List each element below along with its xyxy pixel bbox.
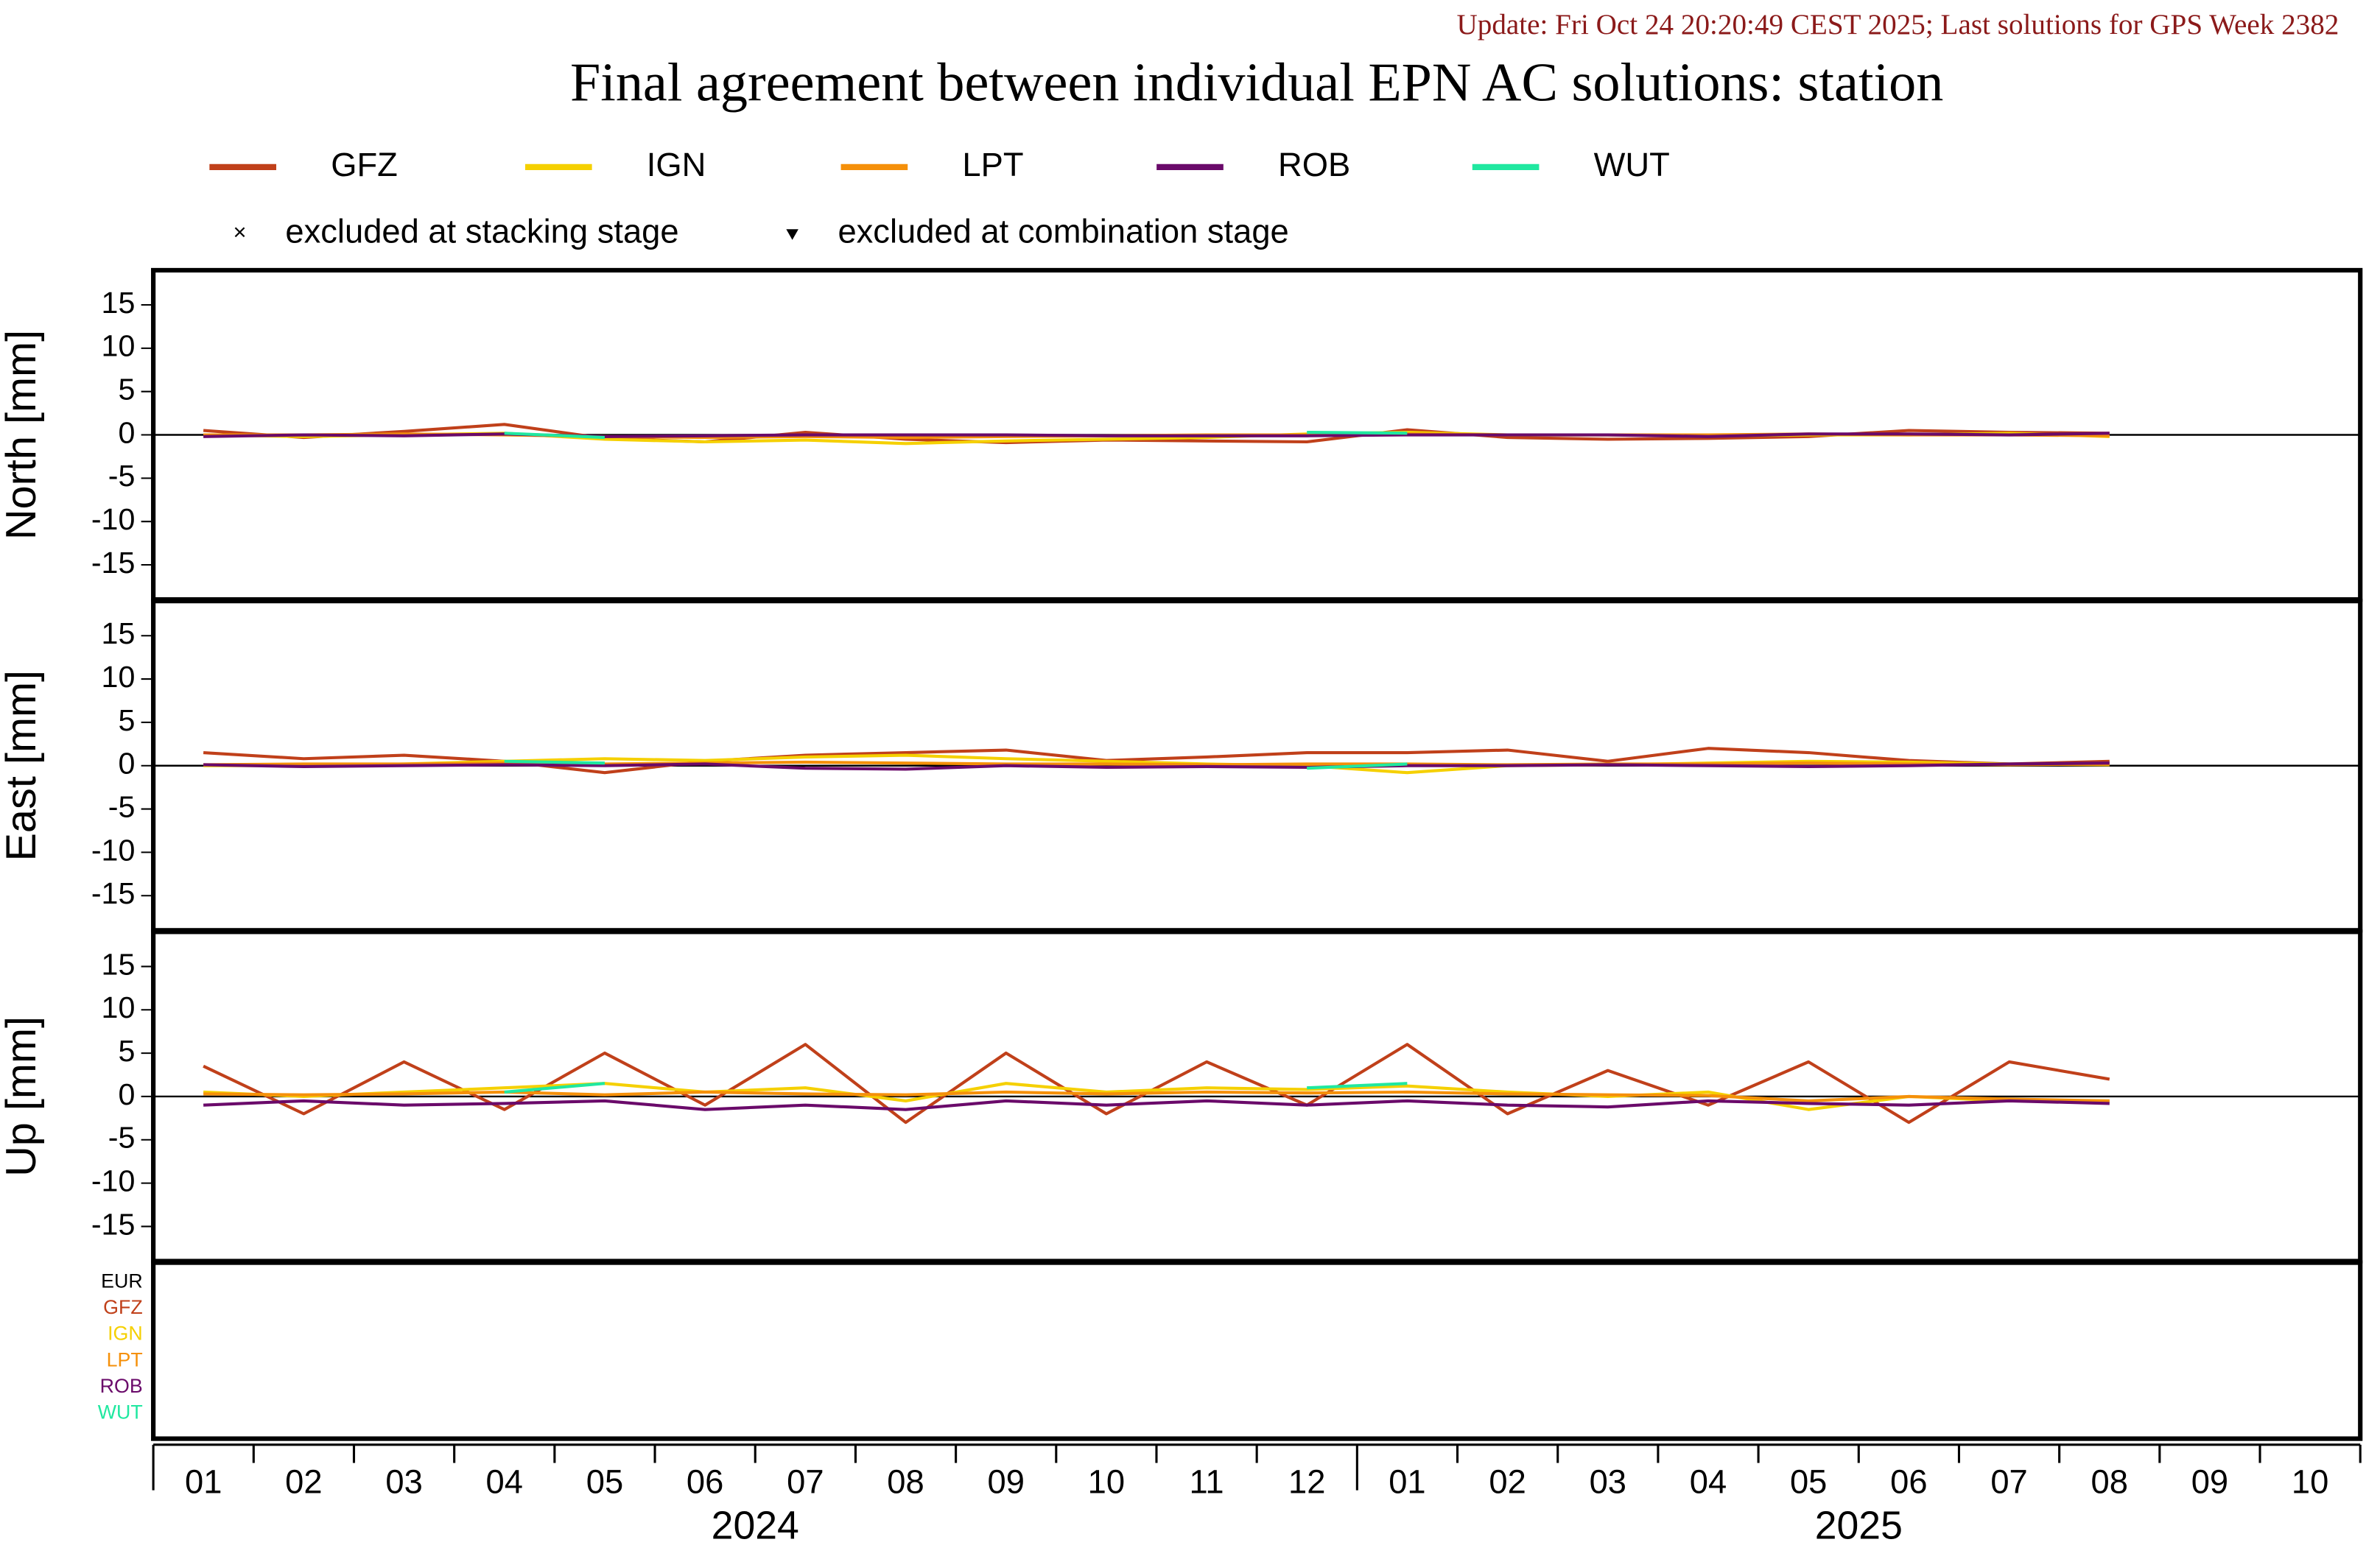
y-tick-label: -15	[91, 876, 136, 910]
legend-label: GFZ	[331, 146, 398, 183]
x-tick-label: 10	[1088, 1463, 1125, 1500]
series-line	[203, 1090, 2110, 1102]
y-tick-label: 5	[118, 373, 135, 407]
x-tick-label: 02	[285, 1463, 322, 1500]
series-line	[203, 760, 2110, 767]
x-tick-label: 02	[1489, 1463, 1526, 1500]
panel-frame	[151, 1260, 2363, 1441]
ac-label: LPT	[107, 1348, 143, 1370]
series-line	[203, 1043, 2110, 1125]
ac-label: ROB	[100, 1375, 143, 1397]
x-tick-label: 05	[586, 1463, 623, 1500]
x-tick-label: 04	[1690, 1463, 1727, 1500]
x-tick-label: 10	[2292, 1463, 2328, 1500]
y-tick-label: 15	[102, 947, 136, 981]
y-tick-label: 0	[118, 747, 135, 781]
ac-label: GFZ	[103, 1296, 143, 1318]
legend-label: ROB	[1278, 146, 1350, 183]
y-tick-label: 5	[118, 703, 135, 737]
x-tick-label: 07	[787, 1463, 824, 1500]
series-line	[203, 1082, 2110, 1111]
x-tick-label: 09	[987, 1463, 1024, 1500]
y-tick-label: -10	[91, 502, 136, 536]
marker-label: excluded at stacking stage	[285, 212, 678, 250]
ac-label: IGN	[108, 1323, 143, 1345]
marker-label: excluded at combination stage	[838, 212, 1288, 250]
series-line	[203, 1099, 2110, 1111]
x-tick-label: 12	[1288, 1463, 1325, 1500]
marker-symbol: ×	[234, 219, 247, 245]
ac-label: EUR	[101, 1270, 143, 1292]
series-line	[504, 1082, 1408, 1094]
year-label: 2024	[712, 1504, 799, 1545]
x-tick-label: 03	[1590, 1463, 1626, 1500]
x-tick-label: 03	[385, 1463, 422, 1500]
y-tick-label: -5	[108, 789, 136, 823]
x-tick-label: 08	[2091, 1463, 2128, 1500]
marker-symbol	[786, 229, 798, 240]
legend-label: WUT	[1594, 146, 1670, 183]
series-line	[504, 759, 1408, 770]
y-tick-label: -5	[108, 1121, 136, 1155]
y-tick-label: -5	[108, 459, 136, 493]
y-tick-label: 15	[102, 286, 136, 320]
x-tick-label: 01	[1389, 1463, 1425, 1500]
y-tick-label: -10	[91, 833, 136, 867]
year-label: 2025	[1815, 1504, 1903, 1545]
x-tick-label: 06	[687, 1463, 723, 1500]
y-tick-label: 10	[102, 660, 136, 694]
x-tick-label: 04	[486, 1463, 523, 1500]
legend-label: LPT	[962, 146, 1023, 183]
series-line	[203, 761, 2110, 771]
y-tick-label: 0	[118, 1077, 135, 1111]
y-tick-label: -10	[91, 1164, 136, 1197]
series-line	[504, 430, 1408, 440]
y-axis-label: North [mm]	[0, 330, 45, 540]
y-tick-label: 0	[118, 415, 135, 449]
y-tick-label: -15	[91, 1207, 136, 1241]
y-axis-label: East [mm]	[0, 670, 45, 862]
ac-label: WUT	[98, 1401, 143, 1423]
y-tick-label: 15	[102, 616, 136, 650]
x-tick-label: 11	[1190, 1463, 1224, 1500]
x-tick-label: 01	[185, 1463, 222, 1500]
legend-label: IGN	[647, 146, 706, 183]
series-line	[203, 423, 2110, 445]
y-tick-label: 10	[102, 990, 136, 1024]
y-tick-label: -15	[91, 546, 136, 580]
y-tick-label: 5	[118, 1034, 135, 1068]
x-tick-label: 08	[887, 1463, 924, 1500]
update-note: Update: Fri Oct 24 20:20:49 CEST 2025; L…	[1457, 9, 2339, 41]
y-axis-label: Up [mm]	[0, 1016, 45, 1177]
chart-title: Final agreement between individual EPN A…	[570, 53, 1943, 113]
x-tick-label: 07	[1990, 1463, 2027, 1500]
y-tick-label: 10	[102, 329, 136, 363]
x-tick-label: 05	[1790, 1463, 1827, 1500]
x-tick-label: 09	[2191, 1463, 2228, 1500]
x-tick-label: 06	[1890, 1463, 1927, 1500]
